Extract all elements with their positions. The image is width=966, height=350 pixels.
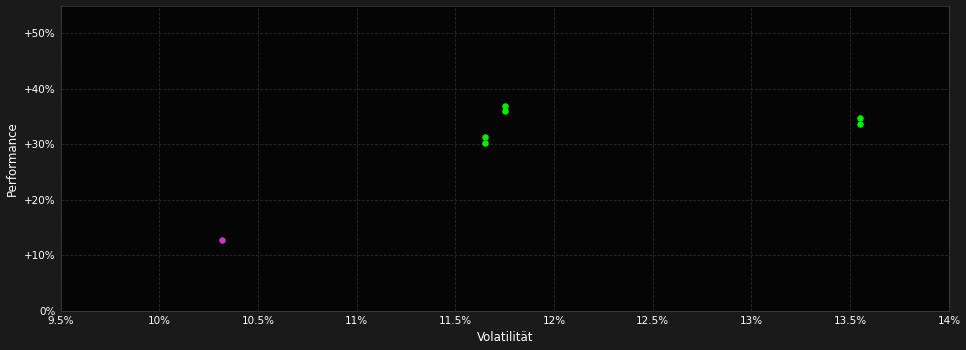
Point	[214, 238, 230, 243]
Point	[852, 116, 867, 121]
Point	[497, 103, 513, 108]
Y-axis label: Performance: Performance	[6, 121, 18, 196]
Point	[497, 108, 513, 114]
Point	[852, 121, 867, 127]
X-axis label: Volatilität: Volatilität	[476, 331, 533, 344]
Point	[477, 134, 493, 140]
Point	[477, 140, 493, 146]
